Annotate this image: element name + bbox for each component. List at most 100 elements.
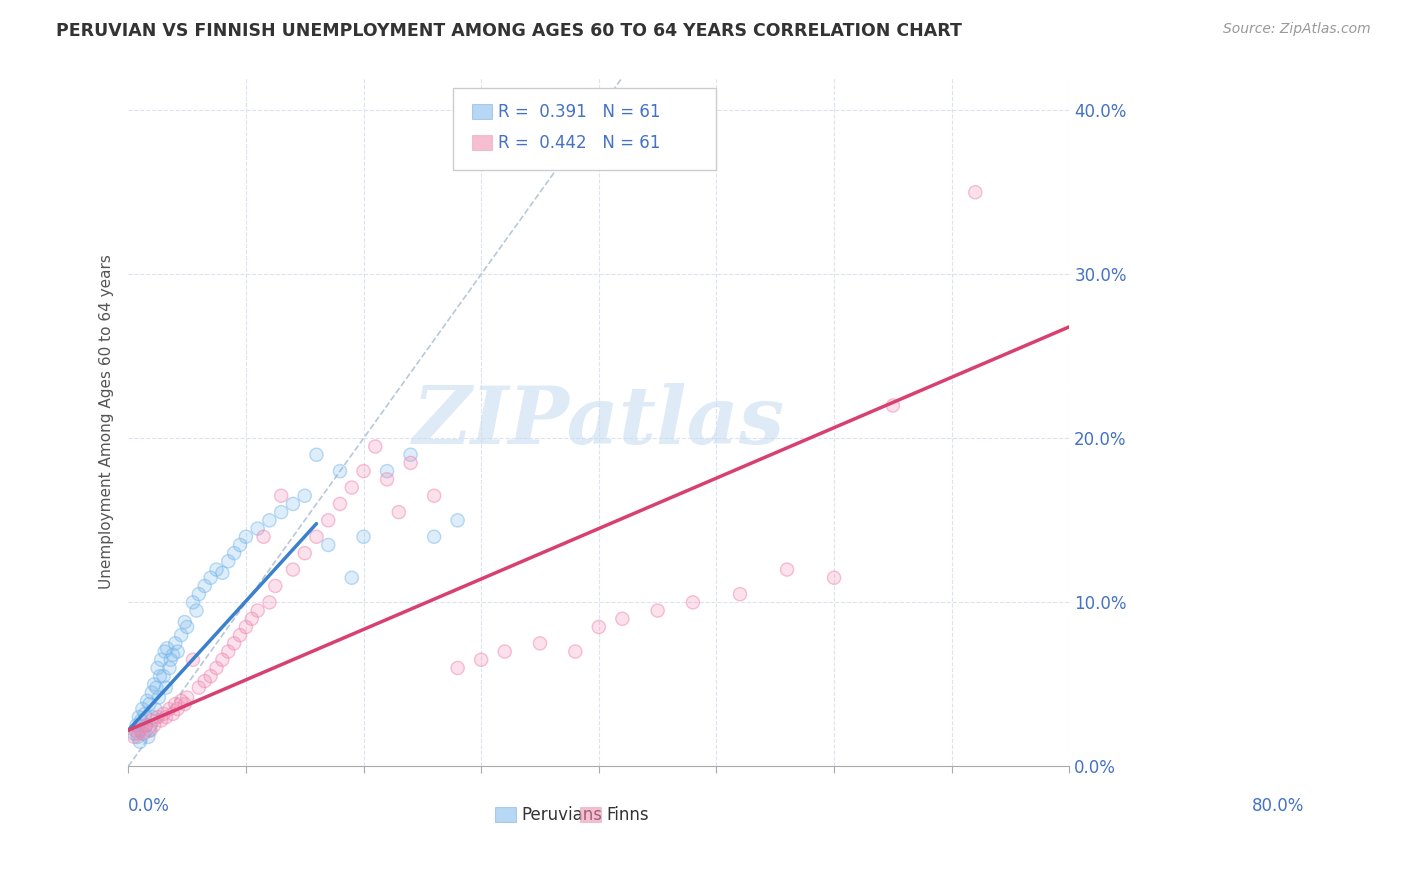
Point: [776, 563, 799, 577]
Point: [470, 653, 492, 667]
Point: [129, 714, 152, 728]
Point: [612, 612, 634, 626]
Point: [353, 530, 375, 544]
Point: [316, 538, 339, 552]
Point: [141, 714, 163, 728]
Point: [135, 718, 157, 732]
Point: [252, 530, 274, 544]
Point: [294, 546, 316, 560]
Point: [142, 710, 165, 724]
Point: [259, 595, 281, 609]
Point: [470, 653, 492, 667]
Point: [200, 669, 222, 683]
Point: [294, 489, 316, 503]
Point: [149, 669, 172, 683]
Point: [159, 702, 181, 716]
Point: [224, 546, 246, 560]
Point: [166, 644, 188, 658]
Point: [281, 497, 304, 511]
Point: [205, 563, 228, 577]
Point: [138, 723, 160, 738]
Point: [156, 641, 179, 656]
Point: [305, 530, 328, 544]
Point: [187, 587, 209, 601]
Point: [138, 697, 160, 711]
Point: [132, 726, 155, 740]
Point: [281, 497, 304, 511]
Point: [150, 653, 173, 667]
Point: [136, 730, 159, 744]
Point: [224, 636, 246, 650]
Point: [305, 530, 328, 544]
Point: [176, 620, 198, 634]
Point: [159, 653, 181, 667]
Point: [217, 644, 239, 658]
Point: [728, 587, 751, 601]
Point: [217, 644, 239, 658]
Point: [134, 706, 156, 721]
Point: [150, 714, 173, 728]
Point: [122, 730, 145, 744]
Point: [281, 563, 304, 577]
Point: [259, 513, 281, 527]
Point: [375, 472, 398, 486]
Point: [211, 566, 233, 580]
Point: [329, 497, 352, 511]
Point: [229, 538, 252, 552]
Point: [882, 399, 904, 413]
Point: [423, 489, 446, 503]
Point: [159, 653, 181, 667]
Point: [125, 718, 148, 732]
Point: [134, 706, 156, 721]
Point: [135, 718, 157, 732]
Point: [186, 603, 208, 617]
Point: [156, 641, 179, 656]
Bar: [495, 807, 516, 822]
Point: [194, 579, 217, 593]
Point: [152, 669, 174, 683]
Point: [128, 710, 150, 724]
Point: [162, 706, 184, 721]
Point: [141, 685, 163, 699]
Point: [823, 571, 845, 585]
Point: [446, 661, 468, 675]
Point: [152, 706, 174, 721]
Point: [132, 726, 155, 740]
Point: [240, 612, 263, 626]
Point: [128, 710, 150, 724]
Point: [159, 661, 181, 675]
Point: [129, 735, 152, 749]
Point: [150, 714, 173, 728]
Point: [187, 587, 209, 601]
Point: [399, 448, 422, 462]
Point: [125, 718, 148, 732]
Point: [166, 702, 188, 716]
Point: [187, 681, 209, 695]
Point: [264, 579, 287, 593]
Point: [136, 694, 159, 708]
Point: [446, 513, 468, 527]
Point: [375, 464, 398, 478]
Point: [211, 566, 233, 580]
Point: [148, 690, 170, 705]
Text: Peruvians: Peruvians: [522, 805, 603, 823]
Point: [728, 587, 751, 601]
Point: [173, 697, 195, 711]
Point: [446, 513, 468, 527]
Point: [252, 530, 274, 544]
Point: [165, 697, 187, 711]
Text: Source: ZipAtlas.com: Source: ZipAtlas.com: [1223, 22, 1371, 37]
Point: [194, 674, 217, 689]
Point: [375, 464, 398, 478]
Point: [135, 718, 157, 732]
Point: [152, 669, 174, 683]
Point: [146, 710, 169, 724]
Point: [264, 579, 287, 593]
Point: [229, 538, 252, 552]
Point: [235, 530, 257, 544]
Point: [329, 464, 352, 478]
Point: [143, 718, 166, 732]
Point: [205, 661, 228, 675]
Point: [138, 697, 160, 711]
Point: [647, 603, 669, 617]
